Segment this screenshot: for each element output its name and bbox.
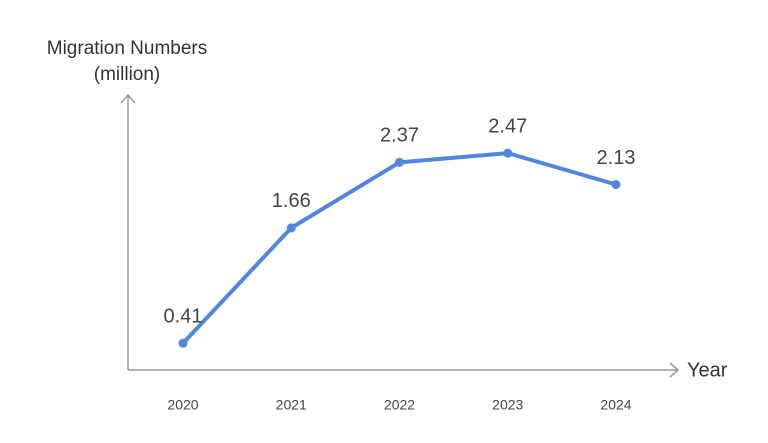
data-label: 0.41	[164, 306, 203, 328]
x-axis-label: Year	[687, 359, 728, 381]
data-label: 2.37	[380, 125, 419, 147]
x-tick-label: 2020	[167, 397, 198, 413]
y-axis-label: Migration Numbers (million)	[46, 38, 208, 85]
point	[611, 180, 621, 190]
data-label: 1.66	[272, 190, 311, 212]
point	[286, 223, 296, 233]
x-tick-label: 2021	[276, 397, 307, 413]
point	[178, 338, 188, 348]
data-label: 2.47	[488, 115, 527, 137]
x-tick-label: 2023	[492, 397, 523, 413]
point	[503, 148, 513, 158]
line	[181, 151, 618, 346]
x-tick-label: 2024	[600, 397, 631, 413]
x-axis-arrow	[669, 362, 680, 378]
y-axis-arrow	[120, 93, 136, 104]
axes	[120, 93, 680, 378]
x-tick-label: 2022	[384, 397, 415, 413]
data-label: 2.13	[597, 147, 636, 169]
point	[395, 157, 404, 167]
